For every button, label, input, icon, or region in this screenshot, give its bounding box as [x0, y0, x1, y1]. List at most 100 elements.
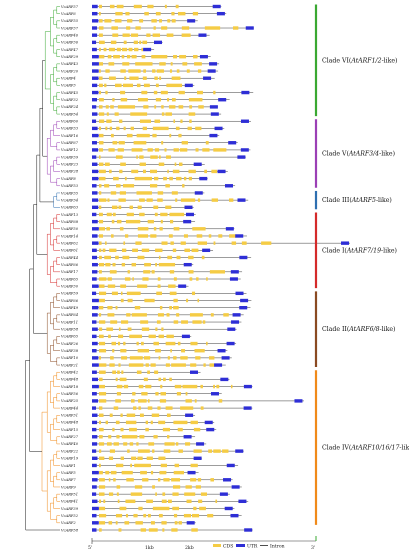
cds-exon	[176, 176, 182, 181]
cds-exon	[208, 234, 212, 238]
utr-5-box	[92, 392, 97, 396]
cds-exon	[159, 227, 163, 231]
cds-exon	[138, 384, 144, 389]
cds-exon	[158, 377, 162, 382]
cds-exon	[127, 270, 130, 274]
cds-exon	[190, 341, 198, 346]
cds-exon	[109, 449, 116, 453]
utr-3-box	[227, 327, 236, 331]
cds-exon	[119, 227, 124, 231]
gene-label: VcARF6	[61, 12, 76, 16]
cds-exon	[112, 370, 117, 374]
gene-structure	[92, 191, 205, 195]
cds-exon	[127, 19, 133, 23]
utr-3-box	[231, 320, 240, 324]
cds-exon	[115, 83, 122, 88]
cds-exon	[156, 291, 162, 296]
cds-exon	[107, 305, 113, 310]
cds-exon	[199, 506, 206, 511]
gene-structure	[92, 270, 243, 274]
cds-exon	[99, 47, 101, 52]
cds-exon	[121, 370, 124, 374]
utr-3-box	[240, 148, 249, 152]
cds-exon	[130, 33, 139, 37]
gene-label: VcARF44	[61, 256, 79, 260]
cds-exon	[146, 198, 153, 202]
cds-exon	[193, 427, 201, 432]
cds-exon	[155, 248, 163, 253]
cds-exon	[109, 248, 117, 253]
cds-exon	[124, 76, 127, 80]
cds-exon	[150, 363, 156, 367]
gene-label: VcARF18	[61, 385, 79, 389]
cds-exon	[175, 198, 178, 202]
cds-exon	[99, 392, 107, 396]
utr-3-box	[185, 212, 194, 217]
cds-exon	[131, 456, 137, 460]
cds-exon	[122, 184, 135, 188]
gene-structure	[92, 377, 230, 382]
gene-structure	[92, 399, 304, 403]
gene-structure	[92, 11, 227, 16]
cds-exon	[186, 298, 189, 303]
utr-5-box	[92, 449, 97, 453]
cds-exon	[108, 47, 116, 52]
cds-exon	[137, 456, 143, 460]
gene-label: VcARF45	[61, 91, 79, 95]
cds-exon	[156, 69, 164, 73]
cds-exon	[164, 4, 167, 9]
gene-structure	[92, 198, 249, 202]
cds-exon	[141, 90, 148, 95]
cds-exon	[103, 499, 106, 504]
cds-exon	[104, 255, 112, 260]
utr-3-box	[341, 241, 350, 245]
cds-exon	[147, 406, 153, 410]
utr-3-box	[203, 76, 212, 80]
utr-5-box	[92, 176, 99, 181]
gene-label: VcARF11	[61, 320, 78, 324]
utr-3-box	[183, 435, 192, 439]
cds-exon	[169, 291, 177, 296]
cds-exon	[183, 176, 187, 181]
cds-exon	[171, 528, 178, 532]
cds-exon	[129, 442, 134, 446]
cds-exon	[171, 191, 178, 195]
cds-exon	[190, 478, 197, 482]
cds-exon	[206, 341, 208, 346]
utr-5-box	[92, 62, 99, 66]
cds-exon	[155, 492, 157, 496]
gene-structure	[92, 19, 198, 23]
cds-exon	[230, 384, 233, 389]
cds-exon	[99, 513, 107, 518]
cds-exon	[189, 313, 203, 317]
utr-5-box	[92, 528, 97, 532]
cds-exon	[104, 83, 107, 88]
cds-exon	[117, 105, 136, 109]
cds-exon	[154, 148, 160, 152]
cds-exon	[210, 478, 214, 482]
cds-exon	[141, 54, 146, 59]
cds-exon	[169, 69, 173, 73]
cds-exon	[222, 449, 229, 453]
cds-exon	[105, 420, 109, 425]
cds-exon	[190, 463, 198, 468]
utr-5-box	[92, 119, 97, 123]
cds-exon	[125, 499, 136, 504]
cds-exon	[147, 148, 153, 152]
cds-exon	[139, 198, 145, 202]
cds-exon	[122, 62, 130, 66]
cds-exon	[167, 356, 170, 360]
cds-exon	[120, 456, 124, 460]
cds-exon	[99, 341, 106, 346]
cds-exon	[140, 528, 147, 532]
cds-exon	[112, 427, 115, 432]
cds-exon	[160, 392, 166, 396]
cds-exon	[163, 478, 170, 482]
cds-exon	[99, 205, 102, 209]
cds-exon	[119, 506, 127, 511]
gene-label: VcARF17	[61, 270, 79, 274]
utr-3-box	[218, 98, 227, 102]
gene-structure	[92, 119, 251, 123]
cds-exon	[175, 4, 179, 9]
cds-exon	[202, 148, 210, 152]
